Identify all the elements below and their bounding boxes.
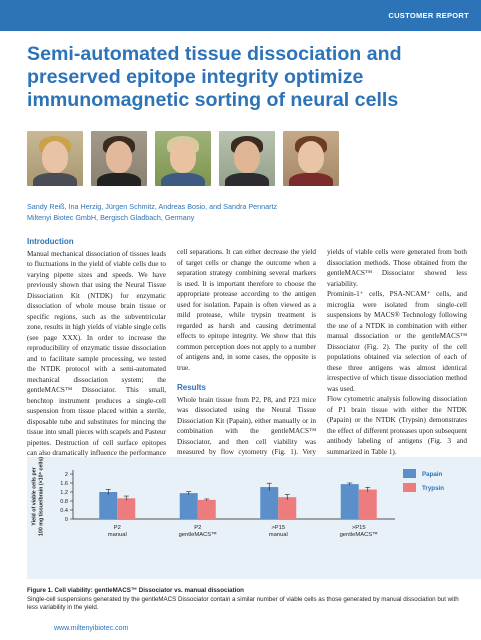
bar-chart: Yield of viable cells per100 mg tissue/b… bbox=[32, 457, 445, 538]
author-photo-4 bbox=[219, 131, 275, 186]
x-tick-label: >P15 bbox=[352, 525, 366, 531]
x-tick-label: gentleMACS™ bbox=[340, 532, 378, 538]
bar-papain bbox=[179, 493, 198, 519]
author-affiliation: Miltenyi Biotec GmbH, Bergisch Gladbach,… bbox=[27, 212, 195, 222]
bar-trypsin bbox=[358, 489, 377, 519]
bar-papain bbox=[99, 492, 118, 519]
x-tick-label: manual bbox=[108, 532, 127, 538]
article-title: Semi-automated tissue dissociation and p… bbox=[27, 43, 467, 112]
legend-swatch-papain bbox=[403, 469, 416, 478]
y-tick-label: 2 bbox=[65, 472, 68, 478]
author-photo-5 bbox=[283, 131, 339, 186]
title-line-3: immunomagnetic sorting of neural cells bbox=[27, 89, 399, 111]
bar-trypsin bbox=[117, 498, 136, 519]
author-photo-3 bbox=[155, 131, 211, 186]
caption-title: Figure 1. Cell viability: gentleMACS™ Di… bbox=[27, 587, 244, 594]
y-tick-label: 1.2 bbox=[60, 490, 68, 496]
figure-1-caption: Figure 1. Cell viability: gentleMACS™ Di… bbox=[27, 587, 467, 613]
customer-report-label: CUSTOMER REPORT bbox=[388, 11, 469, 20]
column-3-text-1: yields of viable cells were generated fr… bbox=[327, 248, 467, 288]
caption-text: Single-cell suspensions generated by the… bbox=[27, 595, 459, 612]
bar-trypsin bbox=[197, 499, 216, 519]
bar-papain bbox=[340, 484, 359, 519]
x-tick-label: >P15 bbox=[271, 525, 285, 531]
column-1: Introduction Manual mechanical dissociat… bbox=[27, 237, 166, 469]
column-3-text-2: Prominin-1⁺ cells, PSA-NCAM⁺ cells, and … bbox=[327, 290, 467, 393]
bar-papain bbox=[260, 487, 279, 519]
y-axis-label: Yield of viable cells per100 mg tissue/b… bbox=[32, 457, 45, 536]
legend-swatch-trypsin bbox=[403, 483, 416, 492]
results-heading: Results bbox=[177, 383, 206, 392]
legend-label-trypsin: Trypsin bbox=[422, 485, 444, 492]
author-photo-1 bbox=[27, 131, 83, 186]
introduction-heading: Introduction bbox=[27, 237, 74, 246]
column-3: yields of viable cells were generated fr… bbox=[327, 247, 467, 457]
column-2: cell separations. It can either decrease… bbox=[177, 247, 316, 468]
y-tick-label: 1.6 bbox=[60, 481, 68, 487]
legend-label-papain: Papain bbox=[422, 471, 443, 478]
bar-trypsin bbox=[278, 497, 297, 519]
header-band: CUSTOMER REPORT bbox=[0, 0, 481, 31]
x-tick-label: manual bbox=[269, 532, 288, 538]
author-names: Sandy Reiß, Ina Herzig, Jürgen Schmitz, … bbox=[27, 202, 278, 211]
title-line-2: preserved epitope integrity optimize bbox=[27, 66, 364, 88]
x-tick-label: P2 bbox=[194, 525, 201, 531]
x-tick-label: gentleMACS™ bbox=[179, 532, 217, 538]
footer-url[interactable]: www.miltenyibiotec.com bbox=[54, 625, 129, 632]
y-tick-label: 0.4 bbox=[60, 508, 68, 514]
author-photos bbox=[27, 131, 339, 186]
introduction-text: Manual mechanical dissociation of tissue… bbox=[27, 249, 166, 468]
x-tick-label: P2 bbox=[114, 525, 121, 531]
y-tick-label: 0.8 bbox=[60, 499, 68, 505]
title-line-1: Semi-automated tissue dissociation and bbox=[27, 43, 402, 65]
author-block: Sandy Reiß, Ina Herzig, Jürgen Schmitz, … bbox=[27, 202, 277, 223]
column-2-text: cell separations. It can either decrease… bbox=[177, 248, 316, 372]
column-3-text-3: Flow cytometric analysis following disso… bbox=[327, 395, 467, 456]
author-photo-2 bbox=[91, 131, 147, 186]
y-tick-label: 0 bbox=[65, 517, 68, 523]
figure-1-chart: Yield of viable cells per100 mg tissue/b… bbox=[27, 457, 481, 579]
